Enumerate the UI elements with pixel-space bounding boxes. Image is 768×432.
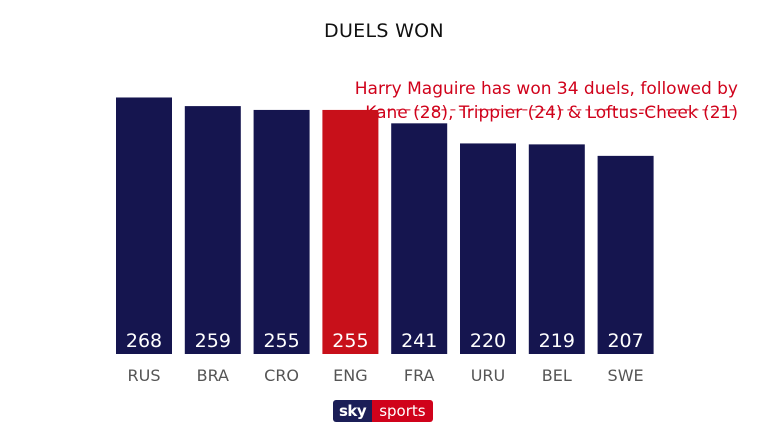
value-label-uru: 220	[470, 330, 506, 352]
sky-sports-logo: sky sports	[333, 400, 433, 422]
category-label-eng: ENG	[333, 366, 367, 385]
category-label-bra: BRA	[197, 366, 229, 385]
category-label-cro: CRO	[264, 366, 299, 385]
value-label-swe: 207	[607, 330, 643, 352]
value-label-bel: 219	[539, 330, 575, 352]
value-label-rus: 268	[126, 330, 162, 352]
bar-fra	[391, 123, 448, 354]
value-label-eng: 255	[332, 330, 368, 352]
logo-sports: sports	[372, 400, 433, 422]
bar-cro	[253, 109, 310, 354]
category-label-bel: BEL	[542, 366, 572, 385]
value-label-fra: 241	[401, 330, 437, 352]
chart-title: DUELS WON	[324, 20, 444, 42]
annotation-text: Harry Maguire has won 34 duels, followed…	[354, 79, 738, 123]
value-label-bra: 259	[195, 330, 231, 352]
bar-swe	[597, 155, 654, 354]
bar-eng	[322, 109, 379, 354]
category-label-uru: URU	[471, 366, 506, 385]
category-label-swe: SWE	[608, 366, 644, 385]
value-label-cro: 255	[263, 330, 299, 352]
category-label-rus: RUS	[128, 366, 161, 385]
bar-bel	[528, 144, 585, 354]
bar-uru	[460, 143, 516, 354]
logo-sky: sky	[333, 400, 373, 422]
bar-rus	[116, 97, 172, 354]
bar-bra	[184, 106, 241, 354]
category-label-fra: FRA	[404, 366, 435, 385]
